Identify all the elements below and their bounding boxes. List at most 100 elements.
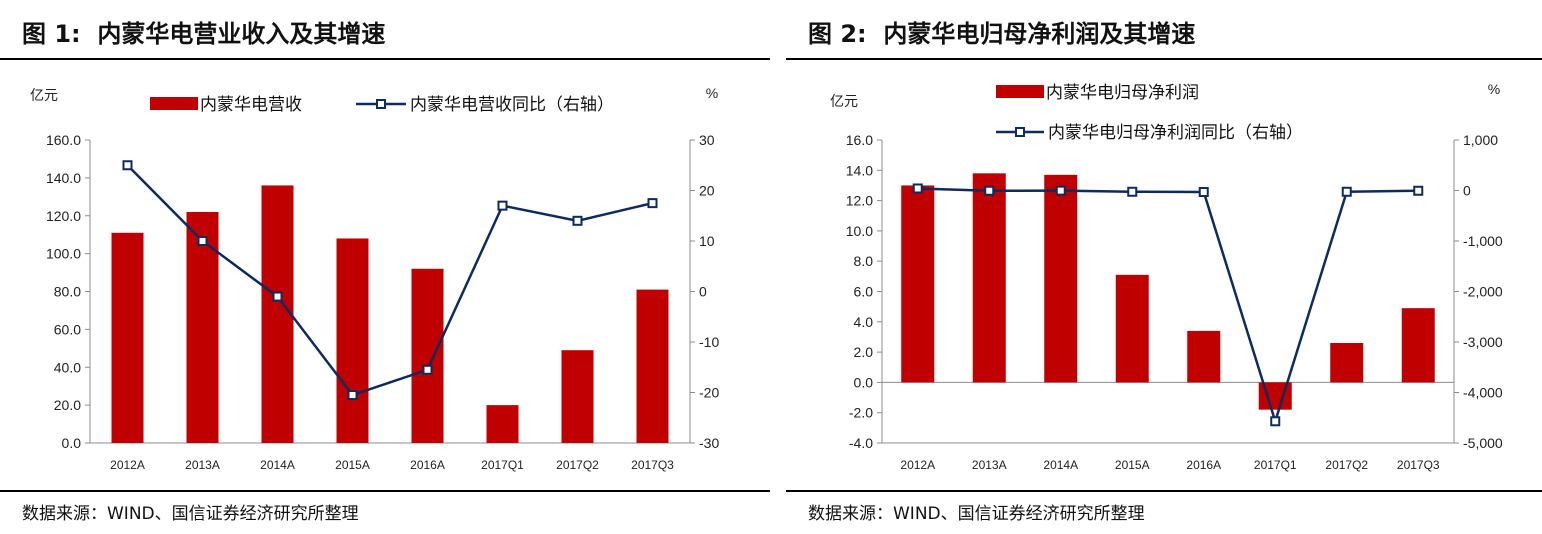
category-label: 2013A	[185, 458, 220, 472]
category-label: 2016A	[1186, 458, 1221, 472]
right-axis-tick-label: -3,000	[1463, 334, 1503, 350]
chart-title: 图 1: 内蒙华电营业收入及其增速	[22, 14, 385, 49]
line-point	[422, 364, 433, 375]
left-axis-tick-label: 4.0	[854, 314, 874, 330]
category-label: 2014A	[1043, 458, 1078, 472]
legend-bar-label: 内蒙华电营收	[200, 95, 302, 114]
left-axis-tick-label: 120.0	[46, 208, 81, 224]
bar	[1330, 343, 1364, 383]
chart-1-svg: 亿元 % 内蒙华电营收 内蒙华电营收同比（右轴） 0.0 20.0 40.0 60.0 80.0…	[30, 85, 719, 472]
line-point	[1055, 185, 1066, 196]
category-label: 2016A	[410, 458, 445, 472]
right-axis-tick-label: 10	[699, 233, 715, 249]
line-point	[1270, 416, 1281, 427]
line-point	[1198, 187, 1209, 198]
left-axis-tick-label: 140.0	[46, 170, 81, 186]
right-axis-tick-label: 0	[1463, 183, 1471, 199]
left-axis-tick-label: 100.0	[46, 246, 81, 262]
category-label: 2015A	[1115, 458, 1150, 472]
bar	[1115, 274, 1149, 383]
top-rule	[786, 58, 1542, 60]
left-axis-tick-label: -4.0	[849, 435, 873, 451]
line-point	[272, 291, 283, 302]
left-axis-tick-label: 10.0	[846, 223, 873, 239]
category-label: 2017Q3	[631, 458, 674, 472]
left-axis-tick-label: 160.0	[46, 132, 81, 148]
bar	[1401, 308, 1435, 383]
line-point	[1413, 185, 1424, 196]
chart-panel-1: 图 1: 内蒙华电营业收入及其增速 亿元% 内蒙华电营收 内蒙华电营收同比（右轴） 0…	[0, 0, 770, 534]
category-label: 2017Q2	[1325, 458, 1368, 472]
right-axis-tick-label: -1,000	[1463, 233, 1503, 249]
top-rule	[0, 58, 770, 60]
category-label: 2013A	[972, 458, 1007, 472]
legend-bar-label: 内蒙华电归母净利润	[1046, 83, 1199, 102]
right-axis-tick-label: -30	[699, 435, 719, 451]
left-axis-unit: 亿元	[830, 93, 858, 109]
category-label: 2015A	[335, 458, 370, 472]
bar	[1044, 174, 1078, 383]
left-axis-tick-label: 80.0	[54, 284, 81, 300]
bar	[561, 350, 594, 443]
bar	[186, 211, 219, 443]
title-text: 内蒙华电归母净利润及其增速	[883, 20, 1196, 48]
left-axis-tick-label: 14.0	[846, 162, 873, 178]
line-point	[122, 160, 133, 171]
left-axis-tick-label: 20.0	[54, 397, 81, 413]
bar	[261, 185, 294, 443]
right-axis-unit: %	[1488, 81, 1500, 97]
category-label: 2017Q1	[1254, 458, 1297, 472]
category-label: 2017Q1	[481, 458, 524, 472]
source-note: 数据来源：WIND、国信证券经济研究所整理	[22, 504, 359, 524]
category-label: 2017Q2	[556, 458, 599, 472]
legend-line-marker	[1015, 127, 1025, 137]
right-axis-tick-label: -5,000	[1463, 435, 1503, 451]
bar	[972, 173, 1006, 383]
right-axis-tick-label: 20	[699, 183, 715, 199]
right-axis-tick-label: 30	[699, 132, 715, 148]
right-axis-tick-label: -4,000	[1463, 385, 1503, 401]
category-label: 2014A	[260, 458, 295, 472]
legend-bar-swatch	[150, 97, 198, 110]
right-axis-tick-label: 0	[699, 284, 707, 300]
left-axis-tick-label: 6.0	[854, 284, 874, 300]
left-axis-tick-label: 16.0	[846, 132, 873, 148]
category-label: 2017Q3	[1397, 458, 1440, 472]
left-axis-tick-label: -2.0	[849, 405, 873, 421]
line-point	[347, 390, 358, 401]
left-axis-unit: 亿元	[30, 87, 58, 103]
line-point	[912, 183, 923, 194]
right-axis-tick-label: -2,000	[1463, 284, 1503, 300]
line-point	[647, 198, 658, 209]
line-point	[572, 215, 583, 226]
line-series	[126, 164, 653, 397]
left-axis-tick-label: 2.0	[854, 344, 874, 360]
bar	[411, 268, 444, 443]
left-axis-tick-label: 40.0	[54, 359, 81, 375]
left-axis-tick-label: 0.0	[62, 435, 82, 451]
line-point	[984, 185, 995, 196]
chart-panel-2: 图 2: 内蒙华电归母净利润及其增速 亿元% 内蒙华电归母净利润 内蒙华电归母净利润…	[786, 0, 1542, 534]
bar	[1187, 330, 1221, 383]
line-point	[1341, 186, 1352, 197]
bar	[636, 289, 669, 443]
line-series	[917, 187, 1419, 426]
bar	[901, 185, 935, 383]
bottom-rule	[0, 490, 770, 492]
title-text: 内蒙华电营业收入及其增速	[97, 20, 386, 48]
bar	[486, 405, 519, 443]
legend-line-label: 内蒙华电归母净利润同比（右轴）	[1048, 123, 1303, 142]
source-note: 数据来源：WIND、国信证券经济研究所整理	[808, 504, 1145, 524]
category-label: 2012A	[900, 458, 935, 472]
right-axis-tick-label: 1,000	[1463, 132, 1498, 148]
line-point	[497, 200, 508, 211]
right-axis-unit: %	[706, 85, 718, 101]
legend-bar-swatch	[996, 85, 1044, 98]
right-axis-tick-label: -10	[699, 334, 719, 350]
left-axis-tick-label: 8.0	[854, 253, 874, 269]
category-label: 2012A	[110, 458, 145, 472]
right-axis-tick-label: -20	[699, 385, 719, 401]
legend-line-marker	[376, 99, 386, 109]
figure-label: 图 1:	[22, 20, 81, 48]
